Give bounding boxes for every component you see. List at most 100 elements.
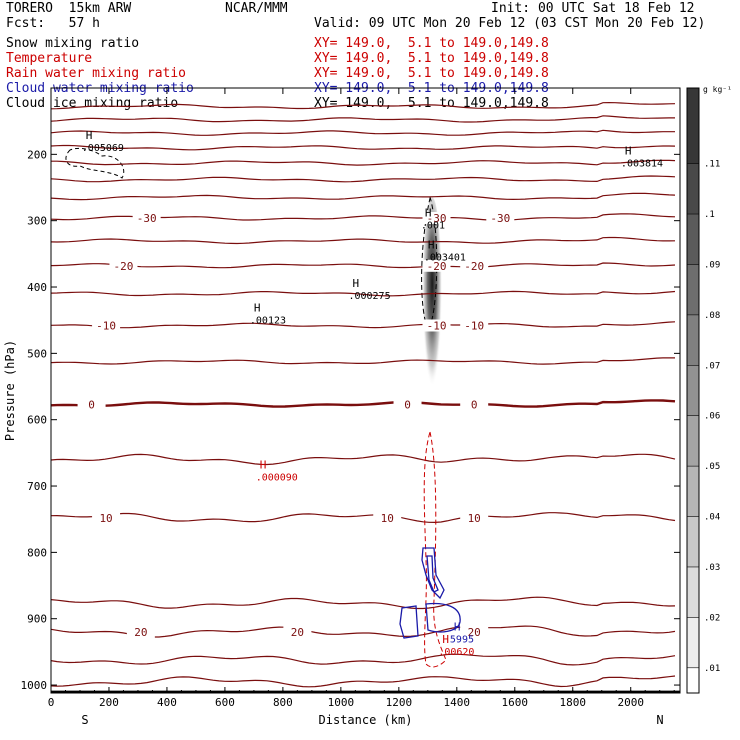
maximum-value-label: .003401	[424, 252, 466, 263]
cloud-ice-contour-left	[65, 147, 125, 179]
temperature-label-bg	[77, 398, 106, 411]
temperature-label-bg	[126, 625, 155, 638]
temperature-label-bg	[422, 212, 451, 225]
temperature-label: 0	[404, 398, 411, 411]
maximum-H-marker: H	[260, 459, 267, 472]
colorbar-frame	[686, 87, 700, 694]
cloud-water-contour	[421, 547, 445, 600]
temperature-contour	[50, 144, 676, 151]
temperature-label: 20	[291, 626, 304, 639]
temperature-label-bg	[92, 319, 121, 332]
y-tick-label: 300	[27, 215, 47, 228]
x-tick-label: 200	[99, 696, 119, 709]
temperature-label: 0	[88, 398, 95, 411]
temperature-label-bg	[460, 511, 489, 524]
temperature-label-bg	[460, 319, 489, 332]
temperature-contour	[50, 175, 676, 183]
colorbar-tick-label: .01	[704, 664, 720, 674]
colorbar-unit: g kg⁻¹	[703, 85, 732, 94]
temperature-contour	[50, 101, 676, 110]
temperature-label: 20	[468, 626, 481, 639]
field-xy-rain: XY= 149.0, 5.1 to 149.0,149.8	[314, 66, 549, 81]
snow-shading-maximum	[422, 197, 443, 404]
temperature-label: 10	[99, 512, 112, 525]
temperature-contour	[50, 675, 676, 688]
maximum-H-marker: H	[425, 207, 432, 220]
temperature-label-bg	[460, 625, 489, 638]
x-tick-label: 600	[215, 696, 235, 709]
colorbar-bin	[687, 566, 699, 618]
temperature-contour	[50, 262, 676, 269]
y-tick-label: 200	[27, 148, 47, 161]
temperature-label: -30	[137, 212, 157, 225]
x-tick-label: 400	[157, 696, 177, 709]
temperature-contour	[50, 236, 676, 245]
maximum-H-marker: H	[625, 144, 632, 157]
temperature-label-bg	[422, 259, 451, 272]
temperature-contour	[50, 653, 676, 666]
temperature-label: 0	[471, 398, 478, 411]
y-tick-label: 700	[27, 480, 47, 493]
x-tick-label: 800	[273, 696, 293, 709]
x-axis-title: Distance (km)	[319, 713, 413, 727]
temperature-contour	[50, 357, 676, 365]
maximum-value-label: .00123	[250, 316, 286, 327]
maximum-value-label: .005069	[82, 143, 124, 154]
x-tick-label: 1400	[444, 696, 471, 709]
colorbar-tick-label: .03	[704, 563, 720, 573]
temperature-contour	[51, 159, 676, 166]
cloud-water-contour-right	[425, 602, 461, 633]
temperature-label-bg	[460, 398, 489, 411]
colorbar-bin	[687, 365, 699, 416]
temperature-contour	[50, 453, 676, 466]
colorbar-tick-label: .11	[704, 160, 720, 170]
model-title: TORERO 15km ARW	[6, 1, 132, 16]
temperature-label-bg	[283, 625, 312, 638]
temperature-label-bg	[460, 259, 489, 272]
x-tick-label: 2000	[617, 696, 644, 709]
temperature-label-bg	[373, 511, 402, 524]
temperature-contour	[50, 596, 676, 610]
plot-frame	[50, 87, 681, 694]
maximum-value-label: .001	[421, 221, 445, 232]
colorbar-bin	[687, 314, 699, 366]
y-tick-label: 900	[27, 613, 47, 626]
maximum-value-label: .000275	[348, 291, 390, 302]
colorbar-bin	[687, 163, 699, 215]
maximum-H-marker: H	[442, 633, 449, 646]
x-tick-label: 1200	[386, 696, 413, 709]
field-xy-temperature: XY= 149.0, 5.1 to 149.0,149.8	[314, 51, 549, 66]
field-xy-snow: XY= 149.0, 5.1 to 149.0,149.8	[314, 36, 549, 51]
maximum-H-marker: H	[428, 238, 435, 251]
colorbar-tick-label: .09	[704, 260, 720, 270]
field-name-snow: Snow mixing ratio	[6, 36, 140, 51]
temperature-contour	[50, 290, 676, 297]
colorbar-bin	[687, 264, 699, 315]
temperature-contour	[50, 192, 676, 201]
field-name-temperature: Temperature	[6, 51, 93, 66]
temperature-label-bg	[92, 511, 121, 524]
rain-water-contour	[423, 431, 447, 668]
valid-time: Valid: 09 UTC Mon 20 Feb 12 (03 CST Mon …	[314, 16, 706, 31]
maximum-H-marker: H	[454, 621, 461, 634]
temperature-label-bg	[486, 212, 515, 225]
init-time: Init: 00 UTC Sat 18 Feb 12	[491, 1, 695, 16]
temperature-label: -20	[464, 260, 484, 273]
maximum-value-label: .000090	[256, 473, 298, 484]
x-tick-label: 1600	[502, 696, 529, 709]
temperature-label-bg	[393, 398, 422, 411]
y-tick-label: 600	[27, 414, 47, 427]
temperature-contour	[50, 321, 676, 329]
maximum-value-label: .00620	[438, 647, 474, 658]
temperature-contour	[50, 399, 676, 408]
forecast-hour: Fcst: 57 h	[6, 16, 100, 31]
temperature-label: -10	[427, 319, 447, 332]
cloud-water-contour-inner	[426, 555, 439, 593]
temperature-label: -10	[96, 319, 116, 332]
x-tick-label: 0	[48, 696, 55, 709]
center-label: NCAR/MMM	[225, 1, 288, 16]
temperature-label: -20	[114, 260, 134, 273]
x-tick-label: 1000	[328, 696, 355, 709]
maximum-H-marker: H	[254, 302, 261, 315]
